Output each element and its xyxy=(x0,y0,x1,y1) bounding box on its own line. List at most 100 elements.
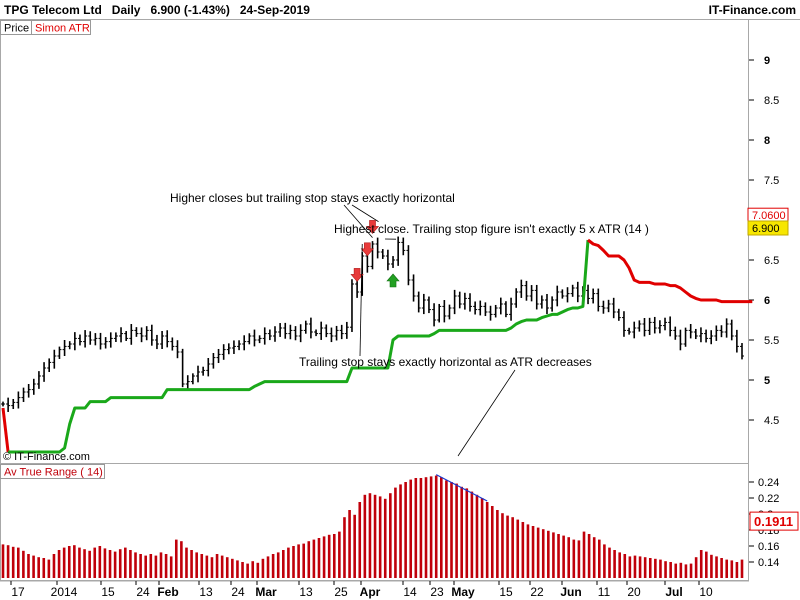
price-bar xyxy=(144,326,149,341)
atr-title-box xyxy=(0,464,105,479)
price-bar xyxy=(729,319,734,341)
price-bar xyxy=(734,329,739,353)
price-bar xyxy=(6,397,11,412)
atr-bar xyxy=(735,562,739,578)
atr-bar xyxy=(27,554,30,578)
atr-title-tab[interactable]: Av True Range ( 14) xyxy=(0,464,105,479)
atr-bar xyxy=(562,535,565,578)
price-bar xyxy=(375,237,380,259)
price-bar xyxy=(324,324,329,338)
down-arrow-icon xyxy=(350,268,364,282)
price-bar xyxy=(632,321,637,339)
atr-bar xyxy=(149,554,153,578)
price-bar xyxy=(668,316,673,337)
price-bar xyxy=(262,327,267,345)
down-arrow-icon xyxy=(360,242,375,257)
price-bar xyxy=(242,335,247,351)
price-bar xyxy=(83,330,88,348)
atr-bar xyxy=(547,530,550,578)
x-axis-tick-label: 24 xyxy=(136,585,150,599)
price-bar xyxy=(534,284,539,310)
atr-bar xyxy=(322,536,326,578)
price-y-tick-label: 5.5 xyxy=(764,335,779,347)
price-bar xyxy=(642,317,647,337)
atr-bar xyxy=(480,498,484,578)
price-y-tick-label: 9 xyxy=(764,55,770,67)
annotation-text: Highest close. Trailing stop figure isn'… xyxy=(334,222,649,236)
price-y-tick-label: 6.5 xyxy=(764,255,779,267)
price-bar xyxy=(237,340,242,351)
price-bar xyxy=(509,297,514,321)
x-axis-tick-label: 15 xyxy=(101,585,115,599)
price-bar xyxy=(432,303,437,327)
atr-bar xyxy=(378,496,382,578)
atr-bar xyxy=(587,534,591,578)
atr-bar xyxy=(93,547,97,578)
atr-bar xyxy=(185,547,188,578)
atr-bar xyxy=(108,550,112,578)
atr-bar xyxy=(628,556,632,578)
x-axis-tick-label: Feb xyxy=(157,585,178,599)
price-bar xyxy=(591,288,596,304)
atr-bar xyxy=(506,515,509,578)
price-bar xyxy=(647,317,652,335)
price-bar xyxy=(221,344,226,360)
atr-bar xyxy=(32,555,35,578)
price-bar xyxy=(560,289,565,299)
atr-bar xyxy=(572,539,576,578)
atr-bar xyxy=(643,557,647,578)
price-bar xyxy=(627,327,632,335)
price-bar xyxy=(688,324,693,339)
price-bar xyxy=(693,328,698,340)
price-bar xyxy=(616,308,621,321)
atr-bar xyxy=(470,491,474,578)
atr-bar xyxy=(664,561,667,578)
x-axis-tick-label: 13 xyxy=(299,585,313,599)
atr-bar xyxy=(164,554,168,578)
price-bar xyxy=(72,332,77,351)
x-axis-tick-label: 24 xyxy=(231,585,245,599)
atr-bar xyxy=(83,549,86,578)
atr-bar xyxy=(725,559,729,578)
atr-bar xyxy=(414,478,418,578)
price-bar xyxy=(411,274,416,302)
atr-bar xyxy=(705,551,708,578)
atr-bar xyxy=(312,539,316,578)
atr-bar xyxy=(292,546,295,578)
annotation-leader xyxy=(359,243,363,357)
atr-y-tick-label: 0.16 xyxy=(758,541,779,553)
price-bar xyxy=(349,279,354,332)
price-bar xyxy=(134,327,139,337)
price-bar xyxy=(380,249,385,259)
tab-price[interactable]: Price xyxy=(0,20,32,35)
atr-bar xyxy=(633,555,637,578)
price-bar xyxy=(175,340,180,359)
atr-bar xyxy=(694,557,698,578)
atr-bar xyxy=(404,482,407,578)
price-bar xyxy=(103,337,108,349)
price-bar xyxy=(683,327,688,347)
atr-bar xyxy=(241,562,244,578)
price-bar xyxy=(206,358,211,377)
atr-bar xyxy=(159,552,163,578)
atr-bar xyxy=(47,559,51,578)
price-bar xyxy=(185,375,190,391)
tab-simon-atr[interactable]: Simon ATR xyxy=(31,20,91,35)
atr-bar xyxy=(42,558,46,578)
atr-bar xyxy=(740,559,744,578)
price-y-tick-label: 5 xyxy=(764,375,770,387)
atr-bar xyxy=(144,555,148,578)
price-bar xyxy=(21,387,26,402)
annotation-text: Higher closes but trailing stop stays ex… xyxy=(170,191,455,205)
price-bar xyxy=(385,249,390,271)
atr-bar xyxy=(297,544,300,578)
annotation-leader xyxy=(351,204,379,222)
x-axis: 17 2014 15 24 Feb 13 24 Mar 13 25 Apr 14 23 May 15 22 Ju… xyxy=(0,580,749,599)
price-bar xyxy=(396,236,401,266)
price-bar xyxy=(93,333,98,346)
atr-bar xyxy=(22,550,25,578)
price-badge-label: 6.900 xyxy=(752,223,780,235)
price-bar xyxy=(196,365,201,383)
atr-bar xyxy=(674,563,678,578)
price-bar xyxy=(452,289,457,315)
